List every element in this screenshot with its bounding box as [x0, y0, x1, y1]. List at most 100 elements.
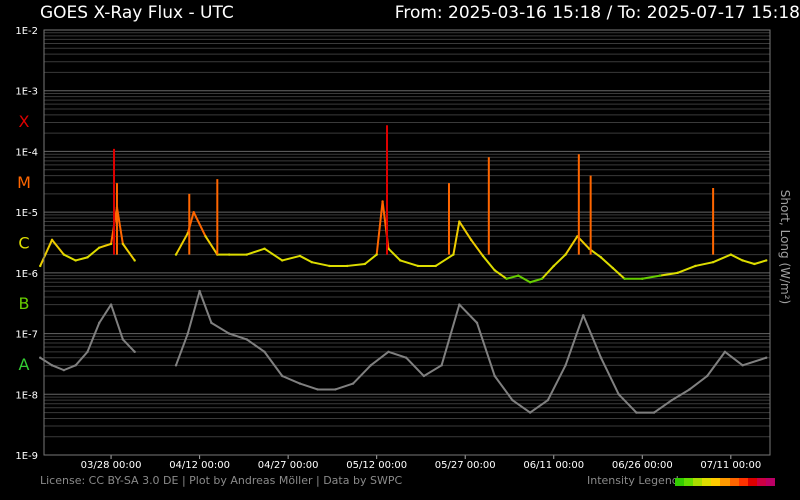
series-segment [86, 322, 101, 353]
license-text: License: CC BY-SA 3.0 DE | Plot by Andre… [40, 474, 403, 487]
data-point [753, 262, 756, 266]
y-tick-label: 1E-2 [15, 26, 38, 37]
legend-swatch [711, 478, 721, 486]
data-point [528, 281, 532, 284]
xray-flux-chart: 1E-2 1E-3 1E-4 1E-5 1E-6 1E-7 1E-8 1E-9 X M C B A 0… [15, 26, 771, 470]
series-segment [754, 259, 767, 265]
x-tick-label: 05/27 00:00 [435, 460, 496, 470]
data-point [422, 374, 426, 378]
series-segment [281, 254, 301, 262]
data-point [39, 356, 42, 359]
x-tick-label: 03/28 00:00 [81, 460, 142, 470]
x-tick-label: 04/27 00:00 [258, 460, 319, 470]
data-point [174, 253, 178, 256]
data-point [98, 246, 101, 249]
data-point [50, 238, 54, 242]
series-segment [677, 265, 696, 274]
data-point [204, 235, 207, 238]
series-segment [39, 239, 53, 267]
series-segment [440, 304, 461, 366]
series-segment [476, 322, 496, 377]
flare-class-b: B [19, 294, 30, 313]
data-point [517, 274, 520, 277]
series-segment [529, 399, 549, 414]
series-short [39, 289, 768, 414]
data-point [50, 364, 54, 367]
series-segment [370, 351, 390, 367]
date-range: From: 2025-03-16 15:18 / To: 2025-07-17 … [394, 3, 800, 23]
data-point [186, 332, 189, 335]
data-point [351, 382, 355, 385]
series-segment [122, 243, 136, 262]
plot-frame [43, 29, 771, 456]
series-segment [246, 247, 265, 256]
data-point [310, 260, 313, 264]
data-point [316, 388, 319, 391]
data-point [505, 277, 508, 280]
series-segment [204, 235, 219, 256]
series-segment [712, 253, 732, 264]
series-segment [210, 322, 230, 335]
data-point [334, 388, 337, 391]
intensity-legend-bar [675, 478, 776, 486]
series-segment [311, 261, 330, 267]
data-point [245, 338, 249, 341]
data-point [599, 256, 603, 259]
data-point [74, 364, 77, 367]
data-point [198, 289, 201, 293]
y-axis-ticks: 1E-2 1E-3 1E-4 1E-5 1E-6 1E-7 1E-8 1E-9 [15, 26, 38, 462]
series-segment [659, 271, 678, 277]
data-point [174, 364, 178, 367]
data-point [458, 303, 461, 306]
data-point [404, 356, 408, 359]
data-point [765, 259, 768, 262]
data-point [670, 398, 673, 402]
series-segment [198, 290, 213, 324]
y-tick-label: 1E-4 [15, 147, 38, 158]
series-segment [564, 235, 579, 256]
data-point [369, 364, 372, 367]
series-segment [435, 253, 454, 267]
flare-class-c: C [18, 234, 29, 253]
series-segment [110, 304, 124, 340]
series-segment [458, 303, 478, 324]
x-tick-label: 06/26 00:00 [612, 460, 673, 470]
series-segment [98, 304, 112, 324]
data-point [617, 393, 620, 396]
data-point [458, 220, 461, 223]
data-point [121, 338, 125, 341]
series-segment [399, 259, 419, 267]
data-point [298, 382, 302, 385]
data-point [552, 264, 555, 268]
data-point [658, 274, 662, 277]
series-segment [51, 239, 65, 256]
series-segment [600, 256, 614, 269]
data-point [227, 253, 231, 256]
data-point [227, 332, 231, 335]
data-point [86, 350, 89, 354]
series-segment [564, 314, 585, 366]
legend-swatch [765, 478, 776, 486]
data-point [298, 254, 302, 258]
series-segment [63, 253, 77, 262]
data-point [599, 356, 603, 359]
series-segment [730, 253, 744, 262]
data-point [469, 238, 473, 242]
data-point [109, 303, 113, 306]
series-segment [352, 364, 372, 385]
data-point [729, 253, 733, 256]
series-segment [263, 351, 284, 377]
flare-class-labels: X M C B A [17, 112, 31, 374]
series-segment [175, 232, 189, 256]
data-point [245, 253, 249, 256]
flare-class-a: A [19, 355, 30, 374]
series-long [39, 200, 768, 284]
data-point [723, 350, 727, 354]
data-point [387, 350, 390, 354]
series-segment [452, 221, 461, 255]
data-point [493, 269, 496, 272]
data-point [652, 411, 656, 414]
legend-swatch [729, 478, 739, 486]
series-segment [553, 253, 567, 267]
series-segment [405, 357, 425, 377]
